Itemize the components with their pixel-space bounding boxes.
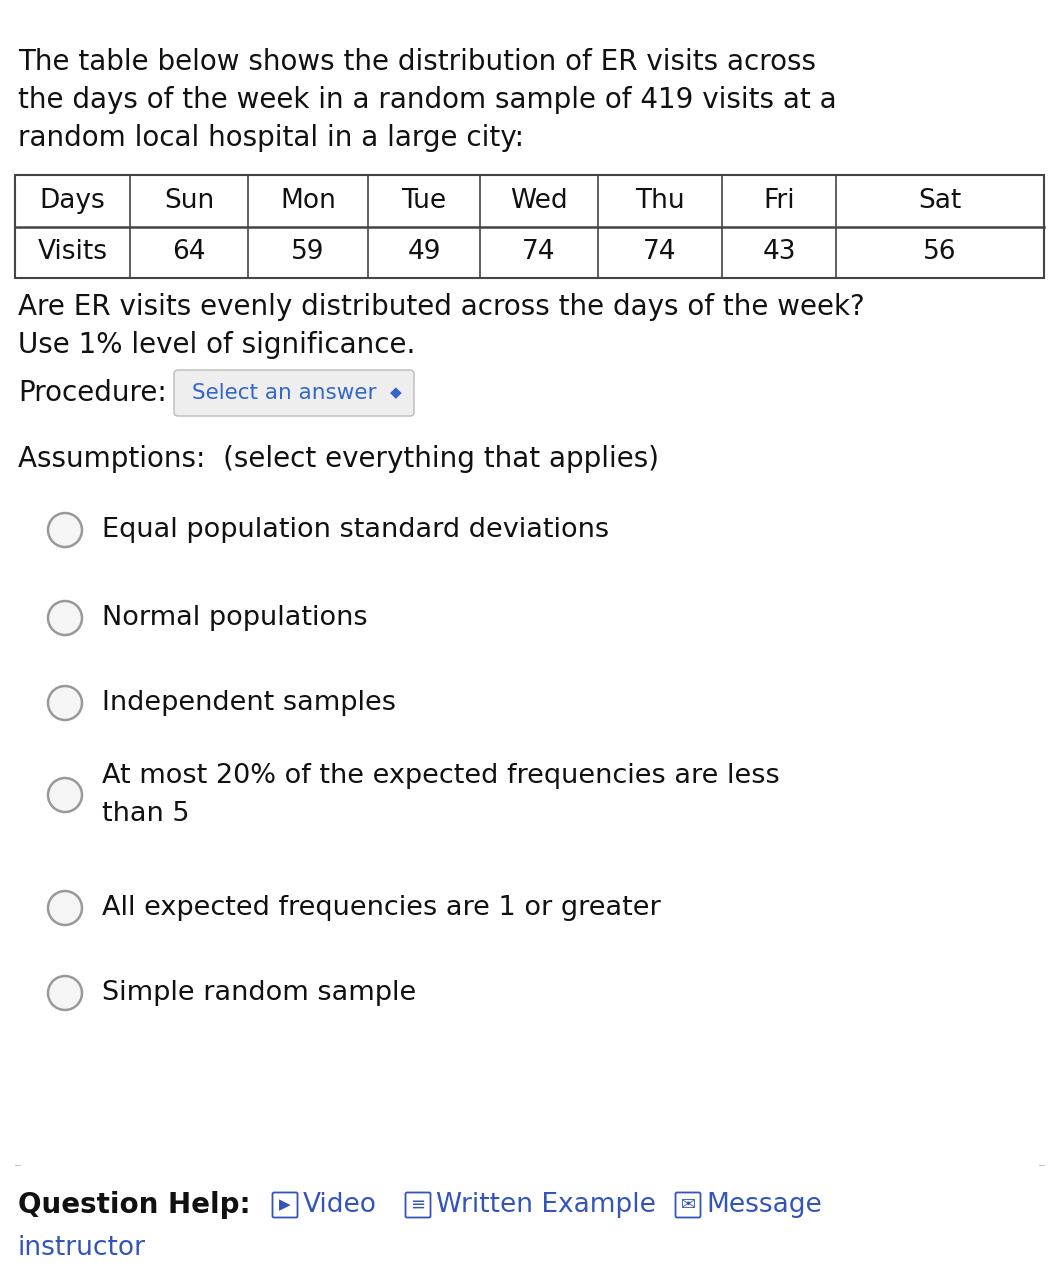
Text: Days: Days [39, 188, 106, 213]
Text: ≡: ≡ [411, 1196, 426, 1214]
Text: 59: 59 [291, 239, 325, 265]
Text: 56: 56 [923, 239, 956, 265]
FancyBboxPatch shape [676, 1193, 700, 1218]
Text: Independent samples: Independent samples [102, 690, 396, 716]
Text: Written Example: Written Example [436, 1193, 656, 1218]
Bar [15, 175, 1044, 278]
Text: ▶: ▶ [280, 1198, 291, 1213]
FancyBboxPatch shape [272, 1193, 298, 1218]
Circle shape [48, 686, 82, 720]
Text: 74: 74 [522, 239, 556, 265]
Text: the days of the week in a random sample of 419 visits at a: the days of the week in a random sample … [18, 86, 837, 114]
Circle shape [48, 513, 82, 547]
Circle shape [48, 892, 82, 925]
Text: Visits: Visits [37, 239, 108, 265]
Text: Sun: Sun [164, 188, 214, 213]
Text: Thu: Thu [635, 188, 685, 213]
Circle shape [48, 779, 82, 812]
Text: 49: 49 [408, 239, 441, 265]
Circle shape [48, 977, 82, 1010]
Text: Tue: Tue [401, 188, 447, 213]
Text: Select an answer: Select an answer [192, 384, 377, 403]
Text: Message: Message [706, 1193, 822, 1218]
Text: instructor: instructor [18, 1234, 146, 1261]
Text: random local hospital in a large city:: random local hospital in a large city: [18, 124, 524, 152]
Text: Question Help:: Question Help: [18, 1191, 251, 1219]
Text: Sat: Sat [918, 188, 962, 213]
Circle shape [48, 601, 82, 635]
Text: Wed: Wed [510, 188, 568, 213]
Text: Use 1% level of significance.: Use 1% level of significance. [18, 331, 415, 359]
Text: ◆: ◆ [390, 386, 401, 400]
Text: The table below shows the distribution of ER visits across: The table below shows the distribution o… [18, 48, 816, 76]
Text: Normal populations: Normal populations [102, 605, 367, 631]
Text: At most 20% of the expected frequencies are less
than 5: At most 20% of the expected frequencies … [102, 763, 779, 827]
Text: Are ER visits evenly distributed across the days of the week?: Are ER visits evenly distributed across … [18, 293, 865, 321]
Text: Procedure:: Procedure: [18, 378, 166, 406]
Text: Fri: Fri [764, 188, 795, 213]
Text: 74: 74 [643, 239, 677, 265]
Text: Equal population standard deviations: Equal population standard deviations [102, 517, 609, 544]
Text: Assumptions:  (select everything that applies): Assumptions: (select everything that app… [18, 444, 659, 472]
Text: Simple random sample: Simple random sample [102, 980, 416, 1006]
Text: All expected frequencies are 1 or greater: All expected frequencies are 1 or greate… [102, 895, 661, 921]
Text: 43: 43 [762, 239, 795, 265]
Text: Mon: Mon [280, 188, 336, 213]
FancyBboxPatch shape [174, 370, 414, 417]
Text: Video: Video [303, 1193, 377, 1218]
FancyBboxPatch shape [406, 1193, 431, 1218]
Text: 64: 64 [173, 239, 205, 265]
Text: ✉: ✉ [681, 1196, 696, 1214]
